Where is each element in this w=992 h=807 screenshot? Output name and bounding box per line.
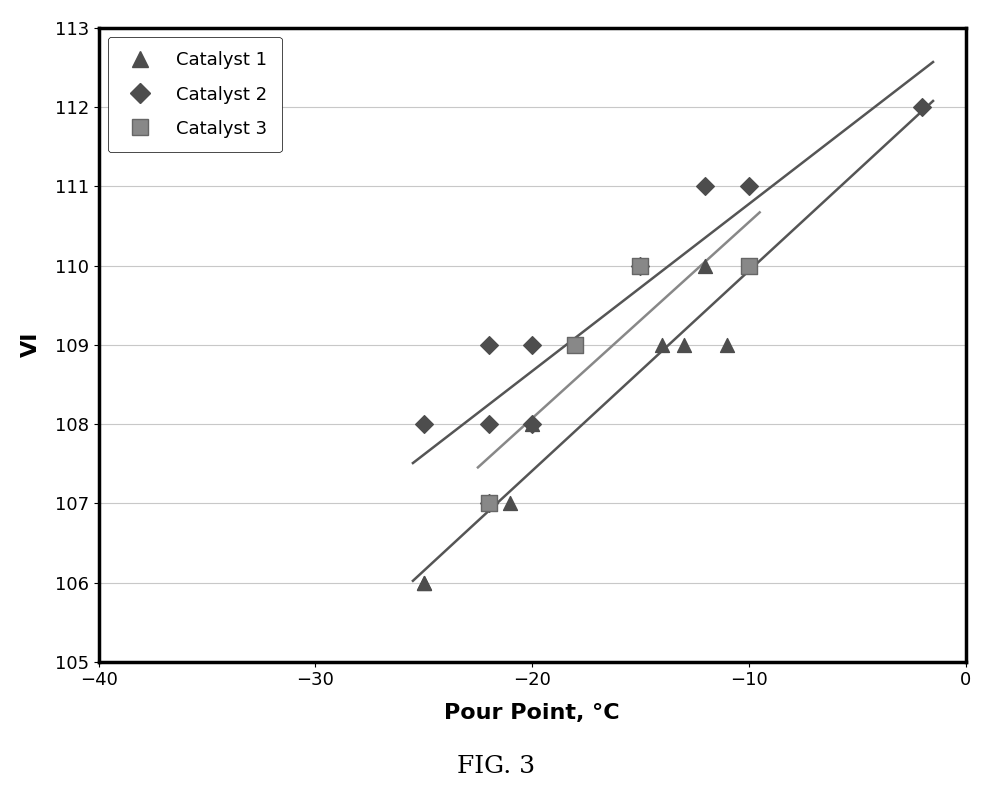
Text: FIG. 3: FIG. 3 <box>457 755 535 778</box>
Catalyst 1 <box>503 497 519 510</box>
Catalyst 2 <box>633 259 649 272</box>
Legend: Catalyst 1, Catalyst 2, Catalyst 3: Catalyst 1, Catalyst 2, Catalyst 3 <box>108 37 282 153</box>
Catalyst 2 <box>416 417 432 430</box>
Catalyst 2 <box>481 338 497 351</box>
Catalyst 1 <box>697 259 713 272</box>
Catalyst 3 <box>481 497 497 510</box>
Catalyst 3 <box>567 338 583 351</box>
Catalyst 1 <box>524 417 540 430</box>
Catalyst 1 <box>654 338 670 351</box>
Catalyst 3 <box>633 259 649 272</box>
Catalyst 3 <box>741 259 757 272</box>
Catalyst 2 <box>697 180 713 193</box>
Catalyst 1 <box>416 576 432 589</box>
Catalyst 2 <box>524 417 540 430</box>
Catalyst 1 <box>719 338 735 351</box>
Y-axis label: VI: VI <box>21 332 41 358</box>
Catalyst 2 <box>481 497 497 510</box>
Catalyst 2 <box>915 101 930 114</box>
Catalyst 1 <box>676 338 691 351</box>
Catalyst 2 <box>741 180 757 193</box>
Catalyst 1 <box>741 259 757 272</box>
Catalyst 2 <box>524 338 540 351</box>
X-axis label: Pour Point, °C: Pour Point, °C <box>444 704 620 723</box>
Catalyst 1 <box>416 576 432 589</box>
Catalyst 2 <box>481 417 497 430</box>
